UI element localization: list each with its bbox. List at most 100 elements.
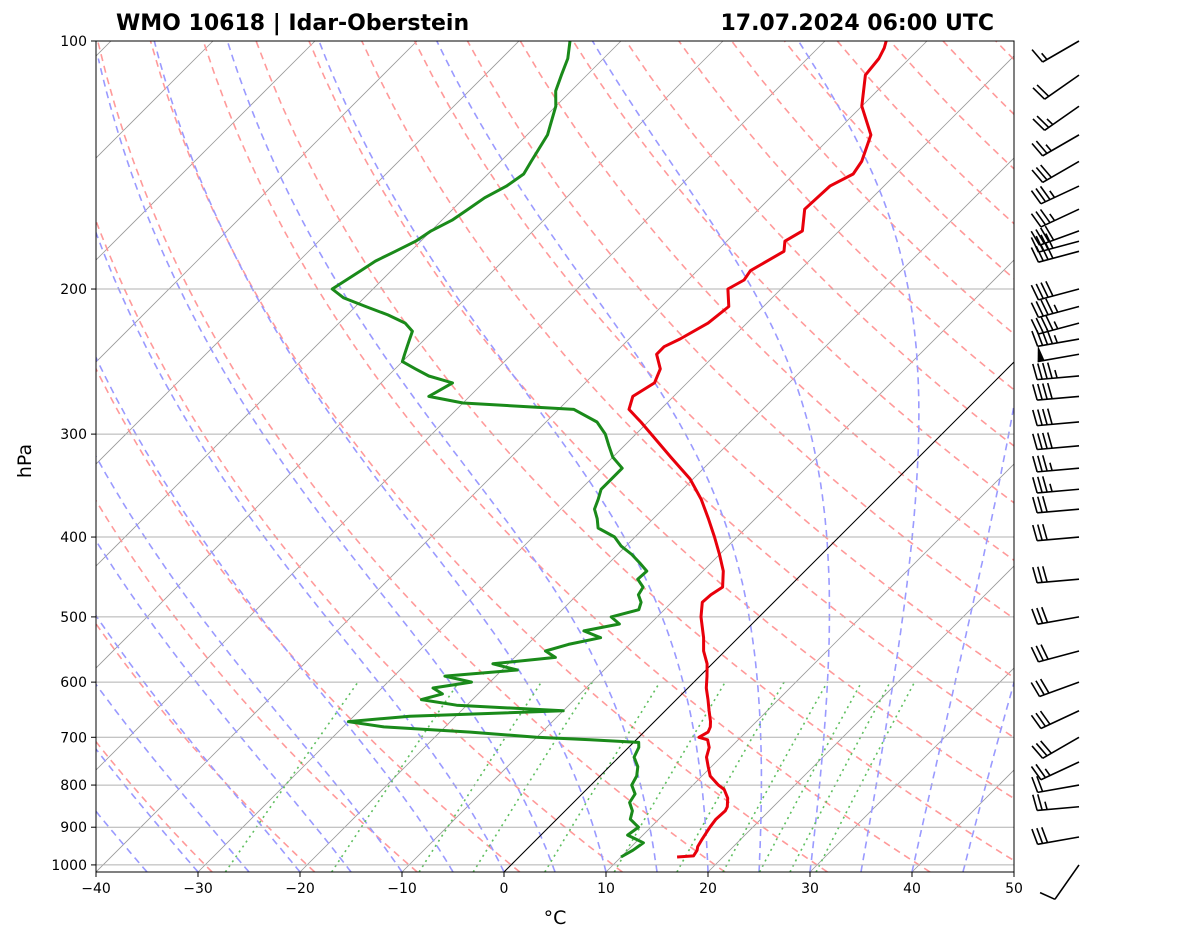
wind-barb [1032, 455, 1080, 473]
y-tick-label: 200 [60, 282, 87, 298]
mixing-ratio-line [815, 681, 916, 872]
moist-adiabat [96, 230, 505, 872]
moist-adiabat [96, 539, 352, 872]
wind-barb [1030, 710, 1080, 730]
wind-barb [1030, 208, 1080, 228]
wind-barb [1037, 345, 1080, 363]
wind-barb [1030, 280, 1080, 301]
x-tick-label: 50 [1005, 881, 1023, 897]
wind-barb [1030, 644, 1080, 663]
wind-barb [1031, 134, 1080, 157]
y-axis: 1000 900 800 700 600 500 400 300 200 100 [51, 34, 96, 874]
temperature-profile-line [627, 41, 888, 859]
moist-adiabat [153, 41, 607, 872]
isotherm-line [96, 41, 520, 465]
x-tick-label: 0 [500, 881, 509, 897]
wind-barb [1032, 408, 1080, 427]
x-tick-label: 10 [597, 881, 615, 897]
moist-adiabat [96, 810, 148, 872]
dry-adiabat [678, 41, 1014, 391]
y-tick-label: 1000 [51, 858, 87, 874]
y-tick-label: 900 [60, 820, 87, 836]
isotherm-line [503, 361, 1014, 872]
wind-barb [1030, 298, 1080, 319]
sounding-series [330, 41, 888, 859]
dry-adiabat [96, 367, 521, 872]
dry-adiabat [255, 41, 1014, 862]
moist-adiabat [436, 41, 763, 872]
moist-adiabat [226, 41, 658, 872]
moist-adiabat [318, 41, 709, 872]
wind-barb [1032, 74, 1080, 100]
wind-barb [1032, 496, 1080, 514]
dry-adiabat [730, 41, 1014, 336]
y-tick-label: 100 [60, 34, 87, 50]
wind-barb [1031, 606, 1080, 625]
dry-adiabat [572, 41, 1014, 504]
mixing-ratio-line [472, 681, 594, 872]
wind-barb [1030, 315, 1080, 335]
moist-adiabat [911, 400, 1014, 872]
dry-adiabat [889, 41, 1014, 170]
wind-barbs [1030, 40, 1080, 901]
moist-adiabat [97, 58, 556, 872]
x-tick-label: 40 [903, 881, 921, 897]
y-tick-label: 700 [60, 730, 87, 746]
dry-adiabat [308, 41, 1014, 800]
wind-barb [1030, 761, 1080, 781]
x-tick-label: 20 [699, 881, 717, 897]
isotherm-line [809, 667, 1014, 872]
moist-adiabat [96, 355, 454, 872]
mixing-ratio-line [331, 681, 460, 872]
dry-adiabat [1049, 41, 1181, 872]
mixing-ratio-line [544, 681, 661, 872]
mixing-ratio-line [224, 681, 359, 872]
wind-barb [1031, 827, 1080, 846]
isotherm-line [605, 463, 1014, 872]
isotherm-line [401, 259, 1014, 872]
mixing-ratio-line [418, 681, 542, 872]
wind-barb [1032, 432, 1080, 451]
wind-barb [1032, 382, 1080, 401]
wind-barb [1031, 40, 1080, 63]
wind-barb [1030, 233, 1080, 253]
dry-adiabat [96, 218, 623, 872]
dry-adiabat [1102, 41, 1181, 872]
dewpoint-profile-line [330, 41, 649, 859]
mixing-ratio-line [722, 681, 828, 872]
mixing-ratio-line [613, 681, 726, 872]
isotherm-line [0, 41, 9, 872]
wind-barb [1031, 328, 1080, 348]
isotherm-line [299, 157, 1014, 872]
x-tick-label: −20 [285, 881, 315, 897]
dry-adiabat [361, 41, 1014, 739]
moist-adiabat [96, 455, 403, 872]
x-tick-label: 30 [801, 881, 819, 897]
wind-barb [1032, 105, 1080, 131]
y-axis-label: hPa [14, 444, 36, 478]
zero-isotherm [503, 361, 1014, 872]
wind-barb [1032, 566, 1080, 584]
isotherm-line [96, 41, 724, 669]
moist-adiabat [797, 41, 920, 872]
wind-barb [1031, 736, 1080, 759]
wind-barb [1039, 864, 1080, 901]
moist-adiabat [96, 614, 301, 872]
chart-title-station: WMO 10618 | Idar-Oberstein [116, 11, 469, 36]
dry-adiabat [149, 41, 828, 872]
isotherm-line [96, 41, 928, 872]
wind-barb [1032, 362, 1080, 381]
chart-title-datetime: 17.07.2024 06:00 UTC [720, 11, 994, 36]
x-axis-label: °C [544, 907, 567, 929]
isotherm-line [96, 41, 418, 363]
y-tick-label: 800 [60, 778, 87, 794]
wind-barb [1031, 160, 1080, 184]
wind-barb [1030, 243, 1080, 263]
isotherm-line [96, 41, 622, 567]
isotherm-line [707, 565, 1014, 872]
zero-isotherm-line [503, 361, 1014, 872]
moist-adiabat [96, 682, 250, 872]
mixing-ratio-line [789, 681, 891, 872]
dry-adiabat [466, 41, 1014, 620]
wind-barb [1030, 678, 1080, 698]
